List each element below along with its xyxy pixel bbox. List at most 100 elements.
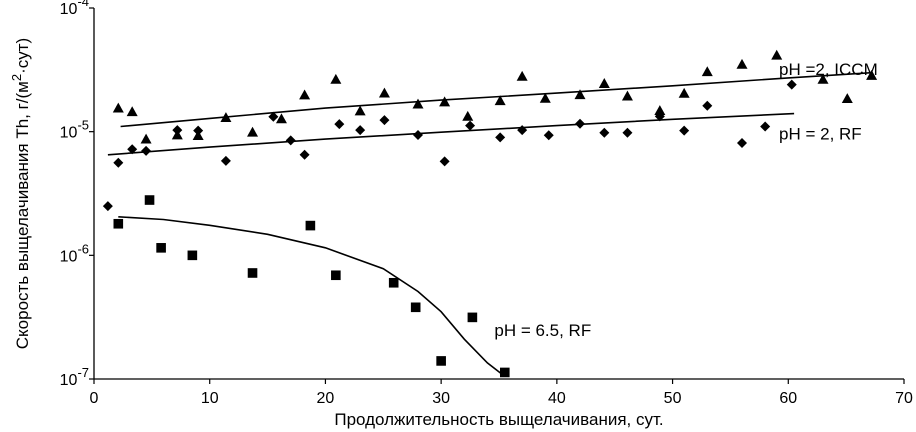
triangle-marker <box>654 105 666 116</box>
square-marker <box>113 218 124 229</box>
square-marker <box>247 268 258 278</box>
triangle-marker <box>412 98 424 109</box>
triangle-marker <box>462 110 474 121</box>
diamond-marker <box>172 125 183 136</box>
series-labels: pH =2, ICCM pH = 2, RF pH = 6.5, RF <box>494 60 877 340</box>
diamond-marker <box>517 125 528 136</box>
triangle-marker <box>841 93 853 104</box>
x-tick-label: 30 <box>432 390 450 407</box>
fit-lines <box>107 71 872 378</box>
y-axis-title: Скорость выщелачивания Th, г/(м2·сут) <box>9 38 32 349</box>
triangle-marker <box>112 102 124 113</box>
square-marker <box>305 220 316 231</box>
x-tick-label: 20 <box>317 390 335 407</box>
diamond-marker <box>679 125 690 136</box>
x-tick-label: 60 <box>779 390 797 407</box>
diamond-marker <box>268 111 279 122</box>
y-tick-base: 10 <box>60 372 78 389</box>
x-tick-label: 40 <box>548 390 566 407</box>
square-marker <box>436 356 446 366</box>
diamond-marker <box>495 132 506 143</box>
y-tick-exponent: -7 <box>77 365 89 380</box>
square-marker <box>499 367 510 378</box>
diamond-marker <box>220 155 231 166</box>
square-marker <box>467 312 478 323</box>
y-tick-exponent: -5 <box>77 118 89 133</box>
diamond-marker <box>299 149 310 160</box>
diamond-marker <box>702 100 713 111</box>
series-label-ph6-5-rf: pH = 6.5, RF <box>494 321 591 340</box>
triangle-marker <box>140 133 152 144</box>
diamond-marker <box>599 127 610 138</box>
triangle-marker <box>817 73 829 84</box>
triangle-marker <box>621 90 633 101</box>
y-tick-base: 10 <box>60 1 78 18</box>
triangle-marker <box>574 89 586 100</box>
y-tick-label: 10-4 <box>60 0 89 18</box>
triangle-marker <box>275 113 287 124</box>
y-tick-label: 10-5 <box>60 118 89 142</box>
triangle-marker <box>678 87 690 98</box>
diamond-marker <box>355 125 366 136</box>
triangle-marker <box>330 73 342 84</box>
triangle-marker <box>354 105 366 116</box>
y-tick-exponent: -6 <box>77 241 89 256</box>
triangle-marker <box>247 126 259 137</box>
diamond-marker <box>113 157 124 168</box>
diamond-marker <box>334 119 345 130</box>
diamond-marker <box>285 135 296 146</box>
diamond-marker <box>413 129 423 140</box>
square-marker <box>144 195 155 205</box>
triangle-marker <box>516 70 528 81</box>
triangle-marker <box>126 106 138 117</box>
axes <box>89 7 905 384</box>
diamond-marker <box>654 111 665 122</box>
diamond-marker <box>622 127 633 138</box>
y-tick-label: 10-6 <box>60 241 89 265</box>
series-label-ph2-iccm: pH =2, ICCM <box>779 60 878 79</box>
square-marker <box>331 270 341 281</box>
diamond-marker <box>737 137 747 148</box>
square-marker <box>187 250 198 261</box>
triangle-marker <box>439 96 451 107</box>
x-axis-title: Продолжительность выщелачивания, сут. <box>334 410 663 429</box>
data-markers <box>102 49 878 378</box>
triangle-marker <box>494 95 506 106</box>
square-marker <box>388 277 399 288</box>
y-tick-base: 10 <box>60 248 78 265</box>
triangle-marker <box>539 92 551 103</box>
diamond-marker <box>465 120 476 131</box>
triangle-marker <box>701 66 713 77</box>
diamond-marker <box>379 115 390 126</box>
x-tick-label: 10 <box>201 390 219 407</box>
diamond-marker <box>575 118 585 129</box>
triangle-marker <box>866 69 878 80</box>
y-axis-title-sup: 2 <box>9 74 24 81</box>
triangle-marker <box>299 89 311 100</box>
fit-line-ph2-iccm <box>120 71 872 128</box>
diamond-marker <box>786 79 797 90</box>
triangle-marker <box>378 87 390 98</box>
x-tick-label: 0 <box>90 390 99 407</box>
diamond-marker <box>193 125 204 136</box>
diamond-marker <box>141 145 152 156</box>
y-tick-exponent: -4 <box>77 0 89 9</box>
square-marker <box>156 243 166 253</box>
diamond-marker <box>760 121 771 132</box>
diamond-marker <box>543 130 554 141</box>
series-label-ph2-rf: pH = 2, RF <box>779 124 862 143</box>
triangle-marker <box>220 112 232 122</box>
diamond-marker <box>127 144 138 155</box>
diamond-marker <box>439 156 450 167</box>
y-tick-base: 10 <box>60 125 78 142</box>
y-tick-label: 10-7 <box>60 365 89 389</box>
x-tick-label: 50 <box>664 390 682 407</box>
x-tick-label: 70 <box>895 390 913 407</box>
triangle-marker <box>598 78 610 88</box>
y-axis-title-end: ·сут) <box>13 38 32 74</box>
fit-line-ph6-5-rf <box>118 216 506 378</box>
triangle-marker <box>771 49 783 60</box>
y-axis-title-main: Скорость выщелачивания Th, г/(м <box>13 81 32 349</box>
